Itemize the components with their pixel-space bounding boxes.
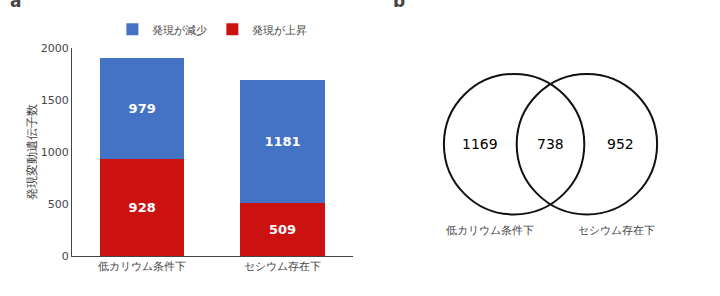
svg-text:738: 738 bbox=[537, 136, 564, 152]
svg-text:500: 500 bbox=[48, 198, 69, 211]
svg-text:発現が減少: 発現が減少 bbox=[152, 24, 207, 37]
svg-text:セシウム存在下: セシウム存在下 bbox=[578, 224, 655, 237]
svg-text:1500: 1500 bbox=[41, 94, 69, 107]
svg-text:b: b bbox=[393, 0, 405, 11]
svg-text:1000: 1000 bbox=[41, 146, 69, 159]
svg-text:発現が上昇: 発現が上昇 bbox=[252, 24, 307, 37]
svg-text:低カリウム条件下: 低カリウム条件下 bbox=[98, 260, 186, 273]
svg-text:979: 979 bbox=[129, 101, 156, 116]
svg-text:2000: 2000 bbox=[41, 42, 69, 55]
svg-text:0: 0 bbox=[62, 250, 69, 263]
svg-text:1181: 1181 bbox=[264, 134, 300, 149]
svg-text:a: a bbox=[10, 0, 21, 11]
svg-text:1169: 1169 bbox=[462, 136, 498, 152]
svg-text:928: 928 bbox=[129, 200, 156, 215]
svg-text:509: 509 bbox=[269, 222, 296, 237]
svg-text:発現変動遺伝子数: 発現変動遺伝子数 bbox=[25, 104, 39, 200]
svg-text:低カリウム条件下: 低カリウム条件下 bbox=[446, 224, 534, 237]
svg-text:セシウム存在下: セシウム存在下 bbox=[244, 260, 321, 273]
svg-text:952: 952 bbox=[607, 136, 634, 152]
